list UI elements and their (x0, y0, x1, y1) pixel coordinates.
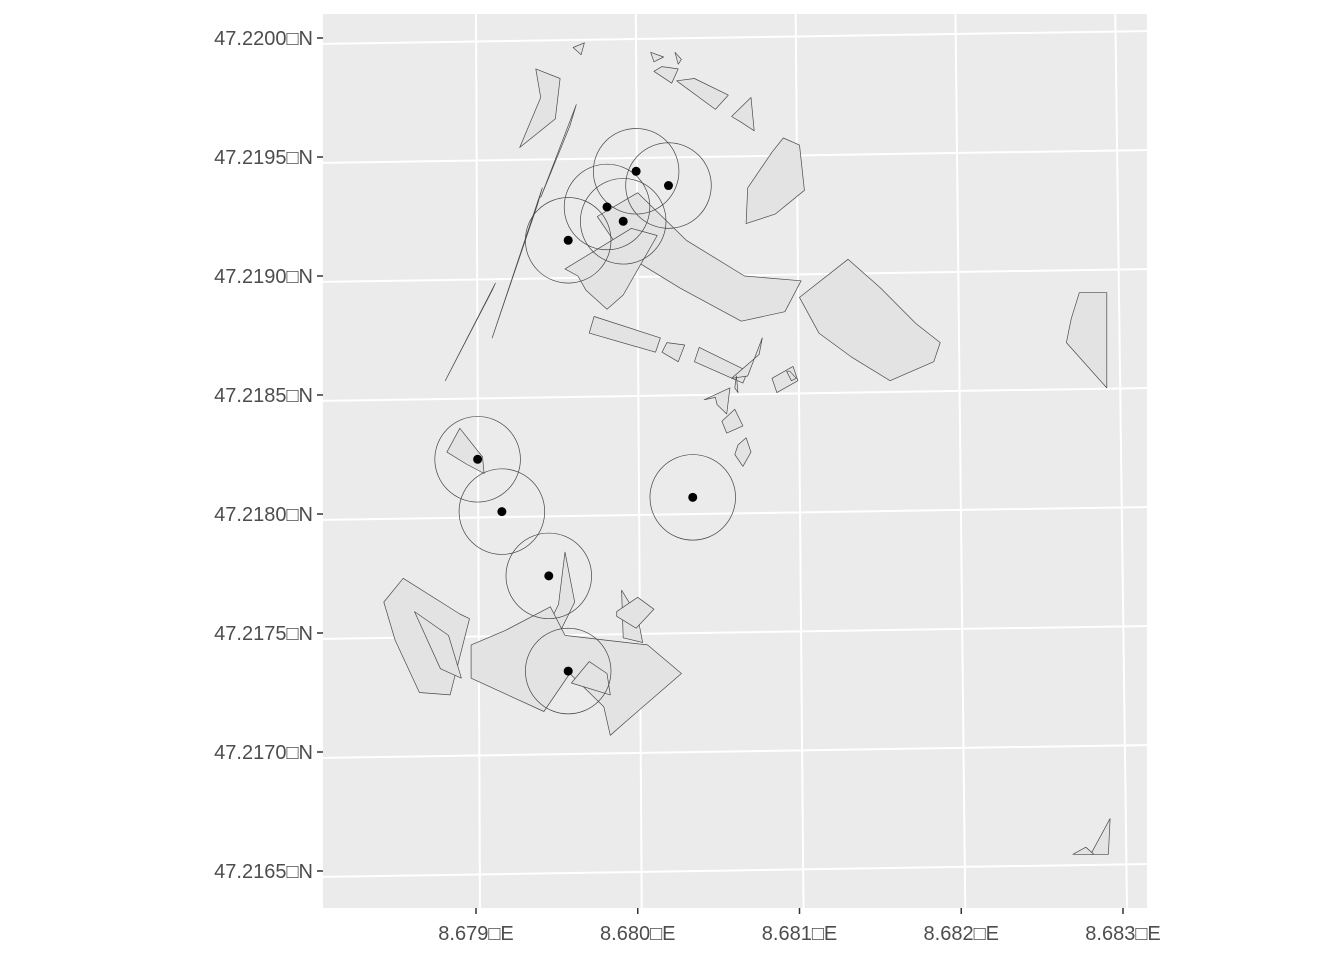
buffer-circle (649, 454, 736, 541)
buffer-circle (525, 627, 612, 715)
x-tick-label: 8.681□E (762, 923, 837, 945)
building-polygon (676, 78, 729, 110)
location-point (563, 666, 573, 676)
building-polygon (661, 342, 686, 363)
building-polygon (519, 68, 561, 148)
grid-line-lat (322, 863, 1148, 878)
location-points (473, 166, 698, 676)
x-tick-label: 8.679□E (438, 923, 513, 945)
location-point (631, 166, 641, 176)
building-polygon (745, 137, 805, 224)
axes: 47.2200□N 47.2195□N 47.2190□N 47.2185□N 47.2… (214, 28, 1161, 945)
x-tick-label: 8.683□E (1085, 923, 1160, 945)
y-tick-label: 47.2200□N (214, 28, 313, 50)
y-tick-label: 47.2195□N (214, 147, 313, 169)
buffer-circle (525, 197, 612, 284)
grid-line-lat (322, 149, 1148, 164)
building-polygon (1072, 846, 1095, 855)
building-polygon (572, 42, 585, 56)
building-polygon (734, 375, 739, 393)
building-polygon (650, 51, 664, 63)
building-polygon (674, 51, 682, 65)
grid-line-lon (1114, 13, 1128, 909)
building-polygon (1090, 818, 1111, 855)
building-polygon (588, 316, 661, 353)
buffer-circle (434, 416, 521, 503)
grid-line-lon (954, 13, 967, 909)
building-polygon (571, 661, 611, 696)
y-tick-label: 47.2185□N (214, 385, 313, 407)
y-tick-label: 47.2170□N (214, 742, 313, 764)
y-tick-label: 47.2165□N (214, 861, 313, 883)
building-polygon (564, 228, 658, 310)
location-point (563, 235, 573, 245)
building-polygon (653, 66, 679, 84)
location-point (688, 492, 698, 502)
building-polygon (786, 370, 797, 382)
building-polygon (616, 596, 655, 629)
building-polygon (596, 192, 802, 322)
buffer-circle (625, 142, 712, 229)
y-tick-label: 47.2180□N (214, 504, 313, 526)
buffer-circle (563, 163, 651, 251)
building-polygon (540, 104, 577, 198)
grid-line-lat (322, 506, 1148, 521)
buffer-circle (458, 468, 546, 555)
grid-line-lat (322, 744, 1148, 759)
x-tick-label: 8.680□E (600, 923, 675, 945)
building-polygon (721, 408, 744, 434)
y-tick-label: 47.2175□N (214, 623, 313, 645)
y-tick-label: 47.2190□N (214, 266, 313, 288)
location-point (544, 571, 554, 581)
building-polygon (799, 258, 941, 382)
grid-line-lat (322, 387, 1148, 402)
buffer-circles (434, 128, 736, 715)
buffer-circle (580, 178, 667, 265)
location-point (618, 216, 628, 226)
plot-panel (323, 14, 1147, 908)
building-polygon (1066, 292, 1108, 389)
building-polygon (414, 611, 462, 679)
building-polygon (731, 97, 755, 132)
building-polygon (444, 282, 496, 382)
location-point (602, 202, 612, 212)
building-polygon (491, 187, 543, 339)
building-polygon (734, 437, 752, 467)
location-point (663, 181, 673, 191)
building-polygons (383, 42, 1111, 855)
building-polygon (703, 387, 731, 415)
grid-line-lat (322, 30, 1148, 45)
location-point (473, 454, 483, 464)
building-polygon (731, 337, 763, 379)
buffer-circle (505, 532, 592, 620)
x-tick-label: 8.682□E (924, 923, 999, 945)
location-point (497, 507, 507, 517)
grid-line-lon (634, 13, 643, 909)
